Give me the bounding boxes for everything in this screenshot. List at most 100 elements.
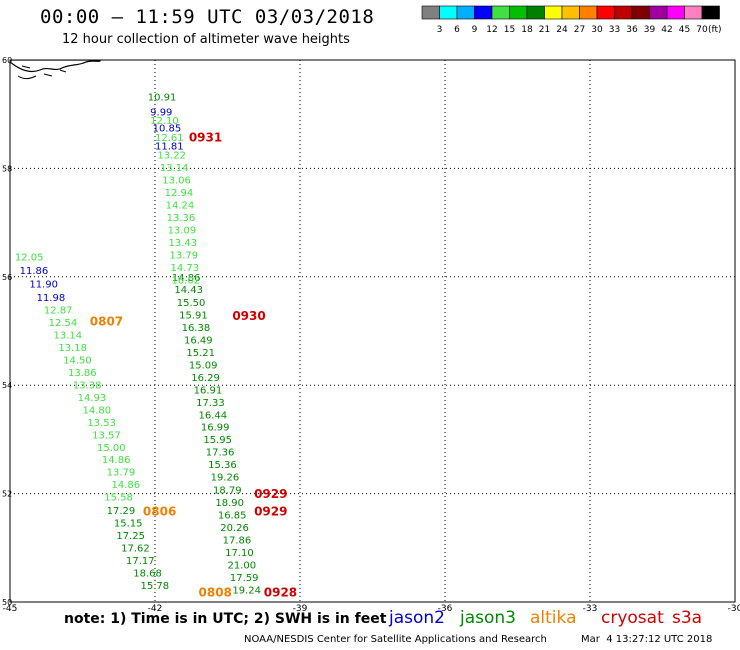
x-tick-label: -42 xyxy=(148,604,163,614)
wave-height-label: 17.17 xyxy=(126,556,155,567)
pass-time-label: 0928 xyxy=(264,586,297,600)
y-tick-label: 56 xyxy=(2,273,12,282)
wave-height-label: 15.15 xyxy=(114,519,143,530)
wave-height-label: 13.09 xyxy=(168,225,197,236)
colorbar-label: 42 xyxy=(661,25,672,35)
wave-height-label: 15.91 xyxy=(179,311,208,322)
wave-height-label: 13.36 xyxy=(167,213,196,224)
x-tick-label: -33 xyxy=(583,604,598,614)
wave-height-label: 16.38 xyxy=(182,323,211,334)
plot-frame xyxy=(9,59,736,603)
wave-height-label: 13.14 xyxy=(160,163,189,174)
wave-height-label: 17.62 xyxy=(121,544,150,555)
page-title: 00:00 – 11:59 UTC 03/03/2018 xyxy=(40,6,375,28)
colorbar-label: 70 xyxy=(696,25,708,35)
wave-height-label: 10.85 xyxy=(153,124,182,135)
wave-height-label: 15.95 xyxy=(203,435,232,446)
wave-height-label: 15.58 xyxy=(104,493,133,504)
wave-height-label: 20.26 xyxy=(220,523,249,534)
pass-time-label: 0807 xyxy=(90,315,123,329)
wave-height-label: 17.10 xyxy=(225,548,254,559)
x-tick-label: -30 xyxy=(728,604,740,614)
wave-height-label: 18.90 xyxy=(215,498,244,509)
wave-height-label: 17.25 xyxy=(116,531,145,542)
wave-height-label: 12.10 xyxy=(150,116,179,127)
wave-height-label: 19.24 xyxy=(232,585,261,596)
pass-time-label: 0806 xyxy=(143,504,176,518)
colorbar-label: 9 xyxy=(472,25,478,35)
wave-height-label: 11.90 xyxy=(29,280,58,291)
wave-height-label: 10.91 xyxy=(148,93,177,104)
x-tick-label: -45 xyxy=(3,604,18,614)
wave-height-label: 9.99 xyxy=(150,107,172,118)
wave-height-label: 12.54 xyxy=(49,318,78,329)
x-tick-label: -36 xyxy=(438,604,453,614)
wave-height-label: 14.86 xyxy=(112,480,141,491)
pass-time-label: 0808 xyxy=(199,586,232,600)
colorbar-label: 33 xyxy=(609,25,620,35)
legend-s3a: s3a xyxy=(672,608,703,628)
credit-timestamp: Mar 4 13:27:12 UTC 2018 xyxy=(581,634,713,645)
wave-height-label: 13.06 xyxy=(162,176,191,187)
pass-time-label: 0931 xyxy=(189,130,222,144)
wave-height-label: 18.68 xyxy=(133,569,162,580)
wave-height-label: 12.87 xyxy=(44,306,73,317)
wave-height-label: 17.86 xyxy=(223,535,252,546)
colorbar-label: 18 xyxy=(521,25,533,35)
wave-height-label: 18.79 xyxy=(213,486,242,497)
color-scale-bar: 3 6 9 12 15 18 21 24 27 30 33 36 39 42 45 70 (ft) xyxy=(421,5,722,35)
wave-height-label: 16.29 xyxy=(191,373,220,384)
wave-height-label: 14.73 xyxy=(170,263,199,274)
colorbar-label: 30 xyxy=(591,25,603,35)
colorbar-label: 3 xyxy=(437,25,443,35)
colorbar-label: 15 xyxy=(504,25,515,35)
colorbar-label: 45 xyxy=(679,25,690,35)
wave-height-label: 15.00 xyxy=(97,443,126,454)
wave-height-label: 13.18 xyxy=(58,343,87,354)
wave-height-label: 17.59 xyxy=(230,573,259,584)
y-tick-label: 50 xyxy=(2,598,12,607)
page-subtitle: 12 hour collection of altimeter wave hei… xyxy=(62,32,350,47)
wave-height-label: 16.44 xyxy=(199,410,228,421)
wave-height-label: 15.21 xyxy=(186,348,215,359)
wave-height-label: 14.86 xyxy=(102,455,131,466)
y-tick-label: 54 xyxy=(2,381,12,390)
x-tick-label: -39 xyxy=(293,604,308,614)
wave-height-label: 13.79 xyxy=(170,250,199,261)
wave-height-label: 16.49 xyxy=(184,335,213,346)
wave-height-label: 19.26 xyxy=(211,473,240,484)
wave-height-label: 17.36 xyxy=(206,448,235,459)
legend-jason2: jason2 xyxy=(389,608,445,628)
wave-height-label: 14.24 xyxy=(166,201,195,212)
wave-height-label: 13.53 xyxy=(87,418,116,429)
wave-height-label: 11.86 xyxy=(20,266,49,277)
legend-jason3: jason3 xyxy=(460,608,516,628)
wave-height-label: 16.85 xyxy=(218,511,247,522)
colorbar-unit: (ft) xyxy=(708,25,722,35)
wave-height-label: 21.00 xyxy=(228,560,257,571)
colorbar-label: 39 xyxy=(644,25,656,35)
wave-height-label: 15.09 xyxy=(189,360,218,371)
wave-height-label: 16.99 xyxy=(201,423,230,434)
wave-height-label: 11.98 xyxy=(37,293,66,304)
pass-time-label: 0929 xyxy=(254,487,287,501)
wave-height-label: 13.14 xyxy=(54,331,83,342)
colorbar-label: 36 xyxy=(626,25,638,35)
colorbar-label: 24 xyxy=(556,25,568,35)
wave-height-label: 15.50 xyxy=(177,298,206,309)
colorbar-swatch xyxy=(701,5,720,20)
colorbar-label: 12 xyxy=(486,25,497,35)
credit-line: NOAA/NESDIS Center for Satellite Applica… xyxy=(244,634,547,645)
wave-height-label: 14.43 xyxy=(174,285,203,296)
colorbar-label: 27 xyxy=(574,25,585,35)
footer-note: note: 1) Time is in UTC; 2) SWH is in fe… xyxy=(64,611,387,627)
wave-height-label: 14.50 xyxy=(63,356,92,367)
legend-altika: altika xyxy=(530,608,577,628)
coastline xyxy=(10,60,101,80)
wave-height-label: 13.22 xyxy=(157,151,186,162)
pass-time-label: 0930 xyxy=(232,309,265,323)
wave-height-label: 12.05 xyxy=(15,253,44,264)
colorbar-label: 21 xyxy=(539,25,550,35)
data-layer: 9.9910.8511.8111.8611.9011.9810.9114.861… xyxy=(15,93,297,600)
